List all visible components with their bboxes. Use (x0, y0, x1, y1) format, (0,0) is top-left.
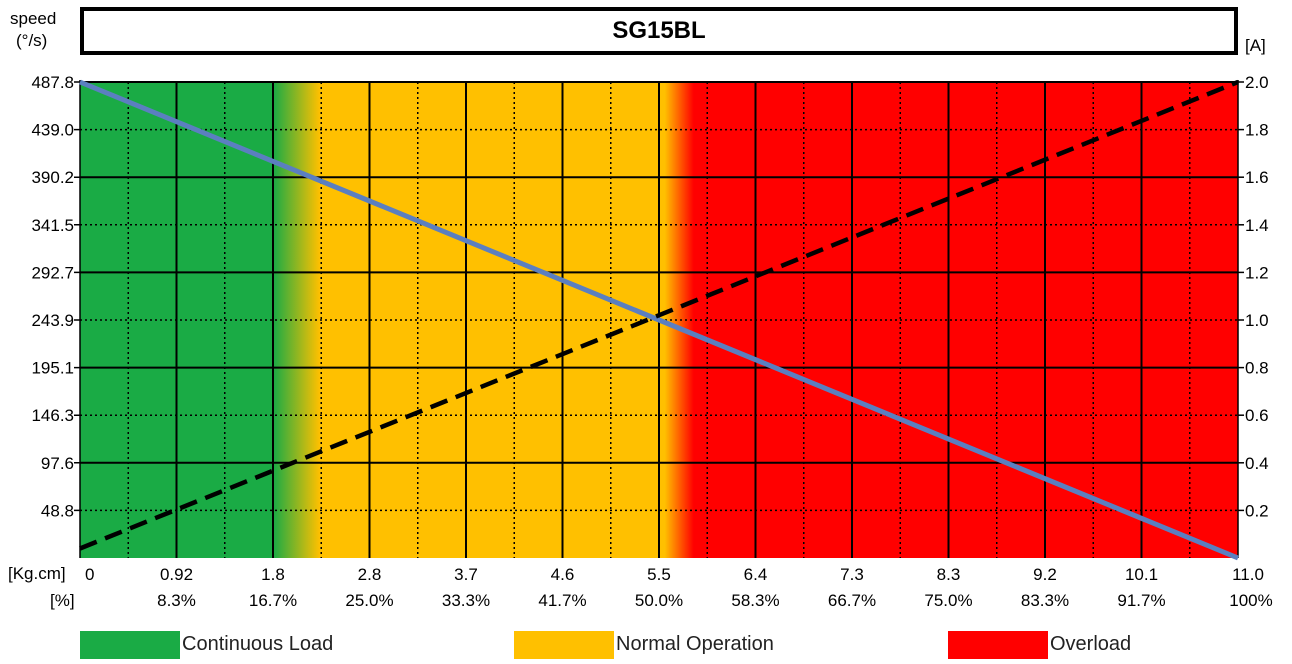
x-percent-label: 83.3% (1021, 591, 1069, 610)
y-left-tick-label: 390.2 (31, 168, 74, 187)
x-percent-label: 75.0% (924, 591, 972, 610)
x-percent-label: 50.0% (635, 591, 683, 610)
series-speed-line (79, 79, 1239, 561)
legend-swatch (948, 631, 1048, 659)
y-right-tick-label: 0.6 (1245, 406, 1269, 425)
y-right-tick-label: 1.8 (1245, 121, 1269, 140)
x-tick-label: 10.1 (1125, 565, 1158, 584)
x-tick-label: 4.6 (551, 565, 575, 584)
x-percent-label: 100% (1229, 591, 1272, 610)
x-tick-label: 6.4 (744, 565, 768, 584)
y-left-tick-label: 48.8 (41, 501, 74, 520)
x-tick-label: 11.0 (1232, 565, 1264, 584)
x-percent-label: 8.3% (157, 591, 196, 610)
y-right-tick-label: 2.0 (1245, 73, 1269, 92)
y-left-tick-label: 195.1 (31, 359, 74, 378)
x-tick-label: 8.3 (937, 565, 961, 584)
x-tick-label: 9.2 (1033, 565, 1057, 584)
legend-swatch (80, 631, 180, 659)
x-tick-label: 2.8 (358, 565, 382, 584)
x-tick-label: 3.7 (454, 565, 478, 584)
x-percent-label: 16.7% (249, 591, 297, 610)
y-left-tick-label: 487.8 (31, 73, 74, 92)
y-left-tick-label: 341.5 (31, 216, 74, 235)
y-right-tick-label: 1.4 (1245, 216, 1269, 235)
y-right-tick-label: 1.0 (1245, 311, 1269, 330)
y-left-tick-label: 97.6 (41, 454, 74, 473)
x-tick-label: 7.3 (840, 565, 864, 584)
y-right-tick-label: 0.8 (1245, 359, 1269, 378)
y-right-tick-label: 1.6 (1245, 168, 1269, 187)
x-label-torque: [Kg.cm] (8, 564, 66, 583)
x-percent-label: 91.7% (1117, 591, 1165, 610)
y-right-label: [A] (1245, 36, 1266, 55)
y-left-tick-label: 243.9 (31, 311, 74, 330)
x-percent-label: 58.3% (731, 591, 779, 610)
y-right-tick-label: 0.4 (1245, 454, 1269, 473)
legend-label: Normal Operation (616, 633, 774, 655)
x-tick-label: 5.5 (647, 565, 671, 584)
x-percent-label: 33.3% (442, 591, 490, 610)
x-tick-label: 0.92 (160, 565, 193, 584)
x-tick-label: 1.8 (261, 565, 285, 584)
chart-title: SG15BL (80, 7, 1238, 55)
y-left-tick-label: 146.3 (31, 406, 74, 425)
y-right-tick-label: 1.2 (1245, 263, 1269, 282)
y-right-tick-label: 0.2 (1245, 501, 1269, 520)
y-left-tick-label: 439.0 (31, 121, 74, 140)
legend-label: Continuous Load (182, 633, 334, 655)
x-percent-label: 66.7% (828, 591, 876, 610)
legend-swatch (514, 631, 614, 659)
x-percent-label: 25.0% (345, 591, 393, 610)
y-left-label-speed: speed (10, 9, 57, 28)
x-tick-label: 0 (85, 565, 94, 584)
x-label-percent: [%] (50, 591, 75, 610)
series-current-line (79, 79, 1239, 551)
y-left-label-unit: (°/s) (16, 31, 48, 50)
x-percent-label: 41.7% (538, 591, 586, 610)
y-left-tick-label: 292.7 (31, 263, 74, 282)
legend-label: Overload (1050, 633, 1132, 655)
